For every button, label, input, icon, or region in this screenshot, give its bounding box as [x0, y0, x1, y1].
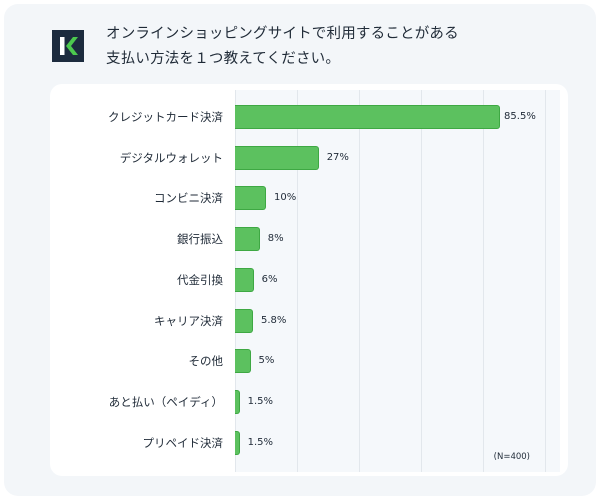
gridline [297, 90, 298, 472]
bar [235, 267, 254, 292]
bar-row: コンビニ決済 10% [50, 186, 568, 211]
bar-row: デジタルウォレット 27% [50, 145, 568, 170]
category-label: キャリア決済 [154, 313, 223, 328]
category-label: 銀行振込 [177, 232, 223, 247]
chart-card: クレジットカード決済 85.5% デジタルウォレット 27% コンビニ決済 10% 銀行振込… [50, 84, 568, 476]
sample-size-note: (N=400) [493, 452, 530, 462]
bar-row: あと払い（ペイディ） 1.5% [50, 389, 568, 414]
chart-title: オンラインショッピングサイトで利用することがある 支払い方法を１つ教えてください… [106, 22, 546, 72]
category-label: あと払い（ペイディ） [108, 394, 223, 409]
bar [235, 389, 240, 414]
bar-row: その他 5% [50, 349, 568, 374]
category-label: 代金引換 [177, 272, 223, 287]
title-line-2: 支払い方法を１つ教えてください。 [106, 51, 341, 67]
bar-row: クレジットカード決済 85.5% [50, 105, 568, 129]
gridline [421, 90, 422, 472]
bar-row: キャリア決済 5.8% [50, 308, 568, 333]
category-label: クレジットカード決済 [108, 110, 223, 124]
brand-logo [52, 30, 84, 62]
value-label: 1.5% [247, 395, 274, 407]
category-label: デジタルウォレット [119, 150, 223, 165]
category-label: プリペイド決済 [142, 435, 224, 450]
gridline [545, 90, 546, 472]
gridline [483, 90, 484, 472]
bar-row: 代金引換 6% [50, 267, 568, 292]
bar [235, 349, 251, 374]
value-label: 10% [274, 192, 297, 204]
bar [235, 186, 266, 211]
value-label: 1.5% [247, 436, 274, 448]
bar [235, 105, 501, 129]
bar [235, 308, 253, 333]
title-line-1: オンラインショッピングサイトで利用することがある [106, 26, 459, 42]
bar-row: 銀行振込 8% [50, 227, 568, 252]
value-label: 27% [326, 151, 349, 163]
value-label: 5% [258, 355, 275, 367]
category-label: その他 [188, 354, 224, 369]
k-logo-icon [60, 37, 78, 55]
value-label: 8% [267, 233, 284, 245]
value-label: 85.5% [504, 111, 536, 122]
bar [235, 145, 319, 170]
value-label: 6% [261, 273, 278, 285]
value-label: 5.8% [260, 314, 287, 326]
bar [235, 227, 260, 252]
category-label: コンビニ決済 [154, 191, 223, 206]
bar-row: プリペイド決済 1.5% [50, 430, 568, 455]
gridline [359, 90, 360, 472]
bar [235, 430, 240, 455]
